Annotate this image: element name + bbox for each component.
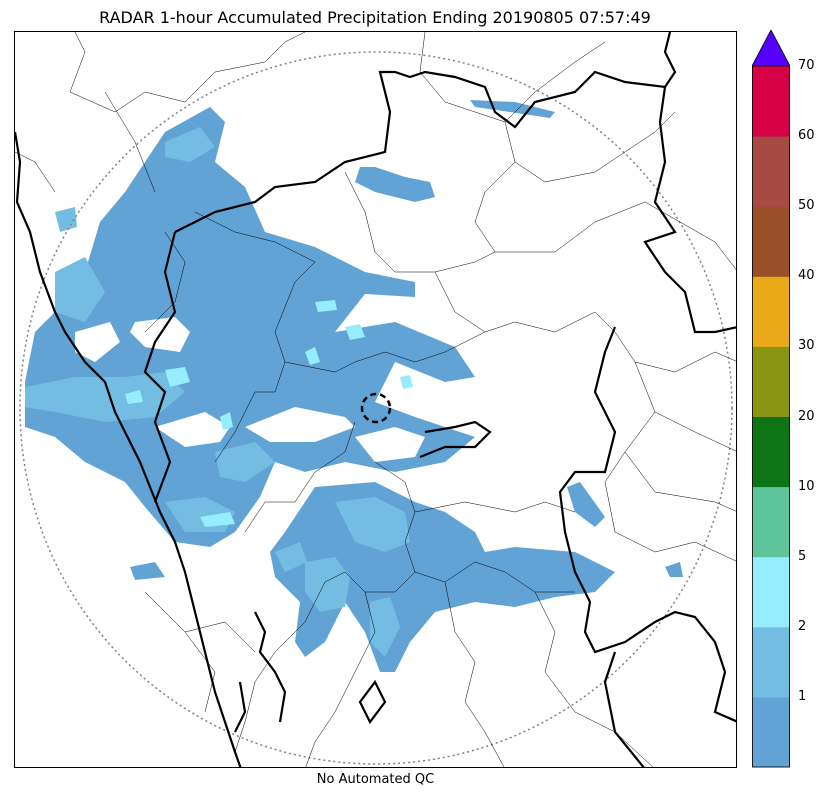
colorbar-tick-label: 30 bbox=[798, 338, 815, 354]
precip-heavy-layer bbox=[125, 300, 413, 527]
radar-map[interactable] bbox=[14, 31, 737, 768]
precip-moderate-layer bbox=[25, 127, 410, 657]
colorbar-segment bbox=[752, 556, 790, 628]
colorbar-tick-label: 40 bbox=[798, 268, 815, 284]
colorbar-extend-triangle bbox=[752, 30, 790, 67]
colorbar-segment bbox=[752, 206, 790, 277]
colorbar-segment bbox=[752, 696, 790, 768]
colorbar-segment bbox=[752, 416, 790, 488]
colorbar-segment bbox=[752, 276, 790, 347]
radar-range-ring bbox=[19, 51, 733, 765]
colorbar-tick-label-top: 70 bbox=[798, 58, 815, 73]
colorbar-segment bbox=[752, 346, 790, 417]
colorbar-tick-label: 10 bbox=[798, 478, 815, 494]
radar-map-canvas bbox=[15, 32, 736, 767]
radar-site-marker bbox=[360, 392, 392, 424]
colorbar-tick-label: 1 bbox=[798, 688, 807, 704]
colorbar-segment bbox=[752, 486, 790, 558]
colorbar-tick-label: 5 bbox=[798, 548, 807, 564]
state-borders bbox=[15, 32, 736, 767]
colorbar-tick-label: 60 bbox=[798, 128, 815, 144]
colorbar-tick-label: 20 bbox=[798, 408, 815, 424]
colorbar-tick-label: 2 bbox=[798, 618, 807, 634]
precipitation-colorbar bbox=[752, 30, 790, 768]
colorbar-border bbox=[752, 65, 790, 768]
colorbar-segment bbox=[752, 626, 790, 698]
colorbar-tick-label: 50 bbox=[798, 198, 815, 214]
map-title: RADAR 1-hour Accumulated Precipitation E… bbox=[99, 8, 651, 27]
colorbar-segment bbox=[752, 136, 790, 207]
district-borders bbox=[15, 32, 736, 767]
qc-status-note: No Automated QC bbox=[316, 772, 435, 787]
colorbar-segment bbox=[752, 66, 790, 137]
